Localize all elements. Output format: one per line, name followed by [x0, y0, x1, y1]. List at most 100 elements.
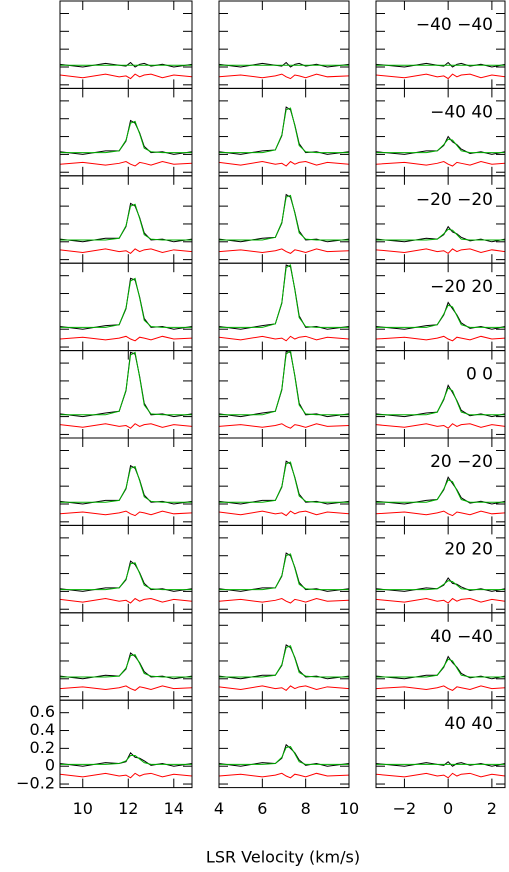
spectrum — [376, 135, 505, 155]
spectrum — [376, 301, 505, 330]
panel — [60, 351, 192, 429]
panel-label: −40 40 — [430, 102, 493, 122]
spectrum — [376, 479, 505, 503]
panel — [376, 301, 505, 342]
spectrum — [219, 552, 349, 592]
spectrum — [60, 510, 192, 517]
panel-label: −20 20 — [430, 277, 493, 297]
spectrum — [60, 160, 192, 167]
spectrum — [376, 597, 505, 604]
spectrum — [219, 350, 349, 416]
spectrum — [219, 461, 349, 503]
panel — [60, 464, 192, 517]
spectrum — [219, 264, 349, 330]
panel-label: 20 −20 — [430, 452, 493, 472]
spectrum — [376, 248, 505, 255]
panel — [219, 193, 349, 254]
y-tick-label: 0.2 — [30, 738, 55, 757]
x-tick-label: 0 — [443, 799, 453, 818]
panel — [60, 119, 192, 167]
spectrum — [60, 654, 192, 678]
spectrum — [60, 560, 192, 592]
spectrum — [219, 746, 349, 765]
spectrum — [60, 351, 192, 418]
spectrum — [60, 562, 192, 591]
spectrum — [60, 597, 192, 604]
x-tick-label: 6 — [257, 799, 267, 818]
spectrum — [219, 194, 349, 241]
spectrum — [219, 423, 349, 429]
x-tick-label: 8 — [301, 799, 311, 818]
panel — [60, 202, 192, 255]
y-tick-label: 0.6 — [30, 702, 55, 721]
panel — [219, 552, 349, 604]
spectrum — [376, 658, 505, 678]
spectrum — [219, 193, 349, 243]
spectrum — [376, 577, 505, 592]
spectrum — [219, 644, 349, 680]
spectrum — [60, 754, 192, 765]
panel — [376, 61, 505, 80]
panel — [376, 577, 505, 604]
y-tick-label: −0.2 — [16, 774, 55, 793]
panel — [219, 460, 349, 517]
panel — [219, 350, 349, 429]
spectrum — [376, 387, 505, 416]
x-tick-label: 12 — [118, 799, 138, 818]
panel-label: 0 0 — [466, 365, 493, 385]
spectrum — [219, 264, 349, 328]
panel-label: −20 −20 — [416, 190, 493, 210]
panel — [60, 751, 192, 779]
spectrum — [376, 384, 505, 418]
panel — [219, 61, 349, 80]
spectrum — [60, 465, 192, 503]
x-tick-label: 14 — [164, 799, 184, 818]
panel — [376, 135, 505, 167]
spectrum — [60, 685, 192, 691]
x-tick-label: 2 — [487, 799, 497, 818]
x-tick-label: −2 — [393, 799, 417, 818]
spectrum — [219, 350, 349, 418]
panel-label: 20 20 — [444, 539, 493, 559]
panel — [376, 761, 505, 779]
panel — [60, 560, 192, 604]
x-tick-label: 10 — [73, 799, 93, 818]
spectrum — [376, 61, 505, 68]
y-tick-label: 0.4 — [30, 720, 55, 739]
panel — [376, 384, 505, 429]
x-tick-label: 10 — [339, 799, 359, 818]
spectrum — [60, 652, 192, 680]
spectrum — [219, 335, 349, 342]
panel-frame — [59, 699, 193, 789]
panel — [376, 476, 505, 517]
spectrum — [219, 743, 349, 767]
x-tick-label: 4 — [214, 799, 224, 818]
spectrum — [60, 248, 192, 255]
spectrum — [60, 335, 192, 342]
spectrum — [376, 138, 505, 154]
panel — [60, 61, 192, 80]
spectrum — [376, 160, 505, 167]
spectrum — [219, 160, 349, 167]
spectrum — [60, 772, 192, 779]
panel-frame — [218, 699, 350, 789]
spectrum — [219, 248, 349, 254]
y-tick-label: 0 — [45, 756, 55, 775]
panel — [60, 652, 192, 691]
panel-label: 40 −40 — [430, 627, 493, 647]
panel-frame — [375, 699, 506, 789]
spectrum — [60, 61, 192, 68]
spectrum — [376, 772, 505, 779]
spectrum — [376, 73, 505, 80]
panel — [60, 277, 192, 342]
spectrum — [376, 304, 505, 328]
spectrum — [376, 225, 505, 243]
spectrum — [219, 106, 349, 155]
spectrum — [376, 510, 505, 517]
spectrum — [376, 228, 505, 241]
spectrum — [60, 751, 192, 767]
spectrum — [60, 351, 192, 416]
spectrum — [376, 655, 505, 680]
spectrum — [219, 553, 349, 591]
spectrum — [60, 423, 192, 429]
